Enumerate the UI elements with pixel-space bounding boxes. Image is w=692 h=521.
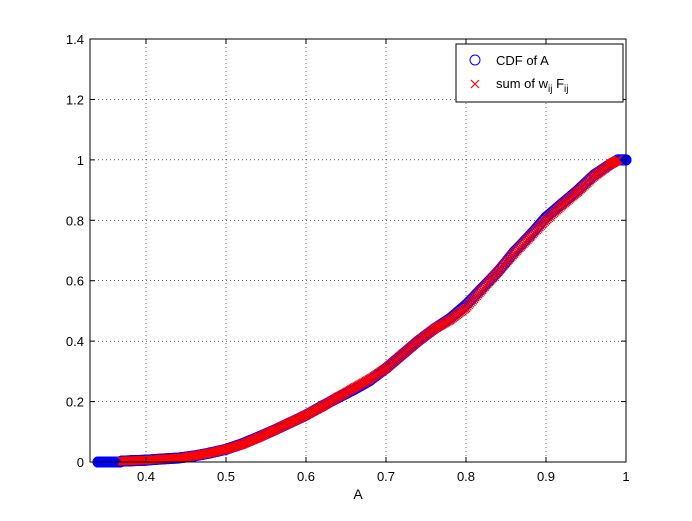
- x-tick-label: 0.6: [297, 469, 315, 484]
- x-tick-label: 0.9: [537, 469, 555, 484]
- y-tick-label: 0: [77, 455, 84, 470]
- data-point-sum: [613, 155, 623, 165]
- y-tick-label: 0.2: [66, 395, 84, 410]
- x-axis-label: A: [353, 486, 363, 502]
- x-tick-label: 0.4: [137, 469, 155, 484]
- series-sum: [117, 155, 623, 466]
- y-tick-label: 1: [77, 153, 84, 168]
- y-tick-label: 0.4: [66, 334, 84, 349]
- data-layer: [92, 154, 632, 468]
- legend-label-sum-sub1: ij: [548, 84, 552, 95]
- legend-label-cdf: CDF of A: [496, 53, 549, 68]
- x-tick-label: 0.8: [457, 469, 475, 484]
- legend-label-sum-main: sum of w: [496, 76, 549, 91]
- legend-marker-sum: [470, 79, 480, 89]
- grid: [90, 39, 626, 462]
- legend-box: [455, 43, 624, 103]
- y-tick-label: 0.6: [66, 274, 84, 289]
- legend-label-sum-sub2: ij: [564, 84, 568, 95]
- legend-label-sum-mid: F: [552, 76, 564, 91]
- x-tick-label: 0.7: [377, 469, 395, 484]
- legend-x-marker: [470, 79, 480, 89]
- axis-ticks: 0.4 0.5 0.6 0.7 0.8 0.9 1 0 0.2 0.4 0.6 0.8 1 1.2 1.4: [66, 32, 630, 484]
- plot-border: [89, 38, 627, 463]
- legend-label-sum: sum of wij Fij: [496, 76, 568, 95]
- legend-marker-cdf: [469, 54, 481, 66]
- legend: CDF of A sum of wij Fij: [455, 43, 624, 103]
- y-tick-label: 1.4: [66, 32, 84, 47]
- x-tick-label: 0.5: [217, 469, 235, 484]
- y-tick-label: 0.8: [66, 213, 84, 228]
- y-tick-label: 1.2: [66, 92, 84, 107]
- x-tick-label: 1: [622, 469, 629, 484]
